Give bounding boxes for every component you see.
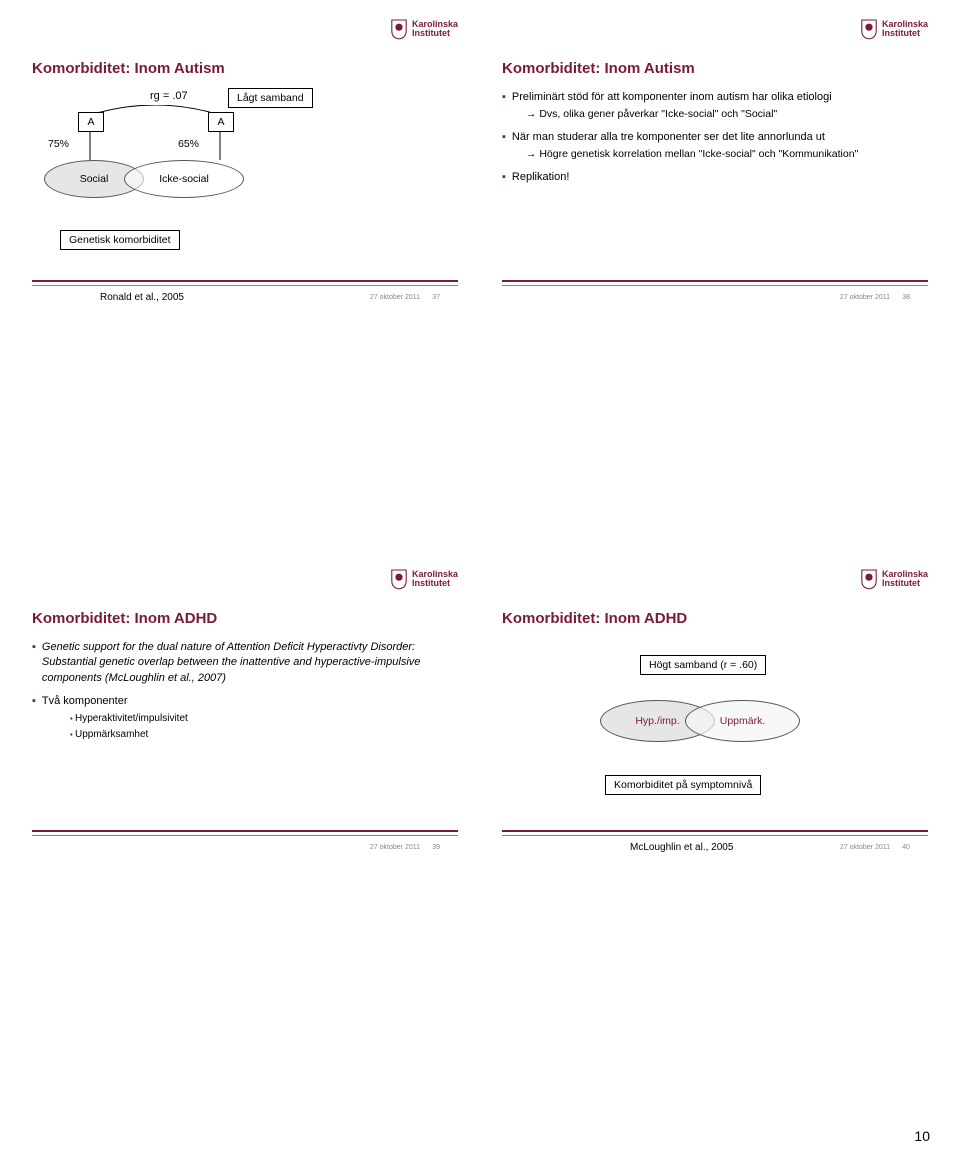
divider-thick <box>502 830 928 832</box>
slide-38: KarolinskaInstitutet Komorbiditet: Inom … <box>490 10 940 330</box>
bullet-list: ▪Genetic support for the dual nature of … <box>32 640 458 750</box>
logo-text-2: Institutet <box>412 29 458 38</box>
footer-page: 38 <box>902 294 910 301</box>
ellipse-icke-social: Icke-social <box>124 160 244 198</box>
divider-thin <box>32 285 458 286</box>
ki-logo: KarolinskaInstitutet <box>390 568 458 590</box>
bullet-3: ▪Replikation! <box>502 170 928 185</box>
divider-thick <box>32 280 458 282</box>
bullet-1-text: Preliminärt stöd för att komponenter ino… <box>512 91 832 103</box>
divider-thin <box>502 835 928 836</box>
slide-title: Komorbiditet: Inom Autism <box>32 60 225 77</box>
divider-thick <box>32 830 458 832</box>
bullet-3-text: Replikation! <box>512 170 569 185</box>
footer-ref: McLoughlin et al., 2005 <box>630 842 733 853</box>
divider-thin <box>32 835 458 836</box>
ki-logo: KarolinskaInstitutet <box>390 18 458 40</box>
shield-icon <box>860 18 878 40</box>
page-number: 10 <box>914 1128 930 1144</box>
logo-text-2: Institutet <box>882 579 928 588</box>
bullet-1: ▪Preliminärt stöd för att komponenter in… <box>502 90 928 122</box>
pct-left: 75% <box>48 138 69 150</box>
divider-thick <box>502 280 928 282</box>
ellipse-uppmark: Uppmärk. <box>685 700 800 742</box>
footer-ref: Ronald et al., 2005 <box>100 292 184 303</box>
box-a-left: A <box>78 112 104 132</box>
pct-right: 65% <box>178 138 199 150</box>
bullet-2-text: Två komponenter <box>42 695 128 707</box>
footer-page: 40 <box>902 844 910 851</box>
slide-title: Komorbiditet: Inom ADHD <box>502 610 687 627</box>
footer-date: 27 oktober 2011 <box>840 294 890 301</box>
high-correlation-box: Högt samband (r = .60) <box>640 655 766 675</box>
footer-date: 27 oktober 2011 <box>840 844 890 851</box>
shield-icon <box>390 18 408 40</box>
bullet-2: ▪När man studerar alla tre komponenter s… <box>502 130 928 162</box>
shield-icon <box>860 568 878 590</box>
logo-text-2: Institutet <box>412 579 458 588</box>
slide-title: Komorbiditet: Inom ADHD <box>32 610 217 627</box>
slide-title: Komorbiditet: Inom Autism <box>502 60 695 77</box>
logo-text-2: Institutet <box>882 29 928 38</box>
bullet-1-text: Genetic support for the dual nature of A… <box>42 640 458 686</box>
footer-date: 27 oktober 2011 <box>370 844 420 851</box>
bullet-list: ▪Preliminärt stöd för att komponenter in… <box>502 90 928 194</box>
slide-39: KarolinskaInstitutet Komorbiditet: Inom … <box>20 560 470 880</box>
bullet-1-sub: Dvs, olika gener påverkar "Icke-social" … <box>526 107 832 122</box>
rg-label: rg = .07 <box>150 90 188 102</box>
shield-icon <box>390 568 408 590</box>
footer-page: 37 <box>432 294 440 301</box>
ki-logo: KarolinskaInstitutet <box>860 18 928 40</box>
bullet-2-sub-a: Hyperaktivitet/impulsivitet <box>70 712 188 726</box>
genetic-comorbidity-box: Genetisk komorbiditet <box>60 230 180 250</box>
bullet-1: ▪Genetic support for the dual nature of … <box>32 640 458 686</box>
divider-thin <box>502 285 928 286</box>
box-a-right: A <box>208 112 234 132</box>
footer-page: 39 <box>432 844 440 851</box>
symptom-level-box: Komorbiditet på symptomnivå <box>605 775 761 795</box>
ki-logo: KarolinskaInstitutet <box>860 568 928 590</box>
footer-date: 27 oktober 2011 <box>370 294 420 301</box>
bullet-2-text: När man studerar alla tre komponenter se… <box>512 131 825 143</box>
bullet-2: ▪Två komponenter Hyperaktivitet/impulsiv… <box>32 694 458 741</box>
slide-40: KarolinskaInstitutet Komorbiditet: Inom … <box>490 560 940 880</box>
slide-37: KarolinskaInstitutet Komorbiditet: Inom … <box>20 10 470 330</box>
bullet-2-sub: Högre genetisk korrelation mellan "Icke-… <box>526 147 858 162</box>
bullet-2-sub-b: Uppmärksamhet <box>70 728 188 742</box>
